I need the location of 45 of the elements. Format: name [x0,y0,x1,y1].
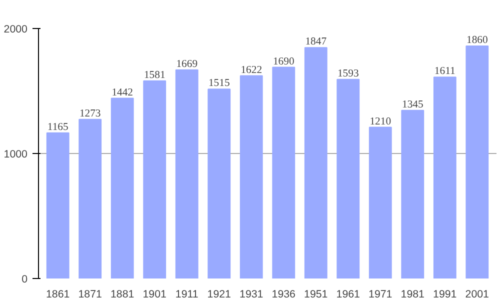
y-tick-label: 2000 [4,24,28,36]
x-tick-label: 1936 [272,288,296,300]
x-tick-label: 1951 [304,288,328,300]
bar [143,80,166,278]
bar [433,76,456,278]
y-tick-label: 1000 [4,148,28,160]
x-tick-label: 1971 [368,288,392,300]
x-tick-label: 1911 [175,288,198,300]
x-tick-label: 1931 [240,288,264,300]
data-label: 1611 [434,66,456,78]
bar [208,88,231,278]
bar [466,46,489,278]
bar [272,66,296,278]
data-label: 1669 [176,58,198,70]
x-tick-label: 2001 [465,288,490,300]
data-label: 1690 [272,56,294,68]
bar [78,118,102,278]
data-label: 1860 [466,35,488,46]
x-tick-label: 1991 [433,288,457,300]
bar [175,69,198,278]
x-tick-label: 1861 [46,288,70,300]
data-label: 1165 [47,122,68,133]
bar [46,132,70,278]
x-tick-label: 1871 [78,288,102,300]
data-label: 1622 [240,64,262,76]
bar [368,126,392,278]
x-tick-label: 1881 [110,288,134,300]
data-label: 1593 [337,68,359,80]
bar [110,98,134,278]
data-label: 1515 [208,78,230,90]
bar [401,110,424,278]
data-label: 1442 [112,87,134,98]
data-label: 1847 [305,36,328,48]
x-tick-label: 1901 [142,288,167,300]
x-tick-label: 1981 [400,288,425,300]
bar [240,75,263,278]
bar [336,78,360,278]
data-label: 1345 [402,99,424,110]
bar [304,47,328,278]
data-label: 1273 [79,108,101,120]
y-tick-label: 0 [22,274,28,286]
data-label: 1581 [144,70,166,81]
x-tick-label: 1961 [336,288,360,300]
x-tick-label: 1921 [207,288,232,300]
data-label: 1210 [370,116,392,128]
